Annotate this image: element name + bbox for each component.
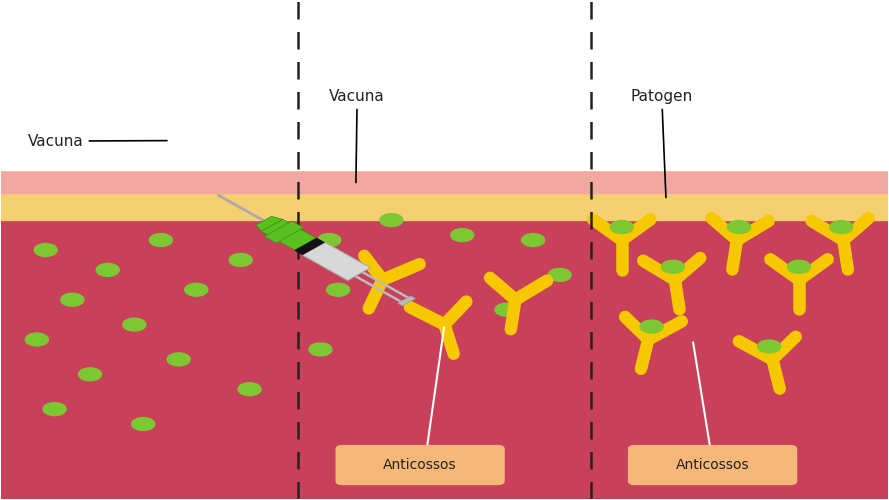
- Circle shape: [149, 234, 172, 246]
- Text: Patogen: Patogen: [630, 89, 693, 198]
- Circle shape: [451, 228, 474, 241]
- Circle shape: [640, 320, 663, 333]
- Circle shape: [132, 418, 155, 430]
- Circle shape: [167, 353, 190, 366]
- Circle shape: [522, 234, 545, 246]
- Circle shape: [43, 402, 66, 415]
- Circle shape: [757, 340, 781, 353]
- Text: Anticossos: Anticossos: [383, 458, 457, 472]
- Polygon shape: [302, 242, 371, 281]
- FancyBboxPatch shape: [335, 445, 505, 485]
- Circle shape: [60, 294, 84, 306]
- Circle shape: [661, 260, 685, 274]
- Polygon shape: [261, 220, 316, 250]
- Circle shape: [326, 284, 349, 296]
- Bar: [2, 220, 887, 498]
- Polygon shape: [397, 296, 415, 306]
- Circle shape: [380, 214, 403, 226]
- Text: Anticossos: Anticossos: [676, 458, 749, 472]
- Circle shape: [829, 220, 853, 234]
- Text: Vacuna: Vacuna: [28, 134, 167, 148]
- Circle shape: [238, 383, 261, 396]
- Circle shape: [495, 303, 518, 316]
- Text: Vacuna: Vacuna: [329, 89, 385, 182]
- Circle shape: [308, 343, 332, 356]
- Bar: [2, 193, 887, 220]
- Circle shape: [317, 234, 340, 246]
- Circle shape: [788, 260, 811, 273]
- Polygon shape: [264, 221, 304, 243]
- Circle shape: [123, 318, 146, 331]
- Bar: [2, 2, 887, 170]
- Circle shape: [727, 220, 750, 234]
- Circle shape: [549, 268, 572, 281]
- Circle shape: [25, 333, 48, 346]
- Polygon shape: [294, 238, 325, 255]
- Circle shape: [34, 244, 57, 256]
- FancyBboxPatch shape: [628, 445, 797, 485]
- Circle shape: [610, 220, 633, 234]
- Circle shape: [229, 254, 252, 266]
- Polygon shape: [256, 216, 283, 232]
- Circle shape: [78, 368, 101, 381]
- Circle shape: [185, 284, 208, 296]
- Bar: [2, 170, 887, 193]
- Circle shape: [96, 264, 119, 276]
